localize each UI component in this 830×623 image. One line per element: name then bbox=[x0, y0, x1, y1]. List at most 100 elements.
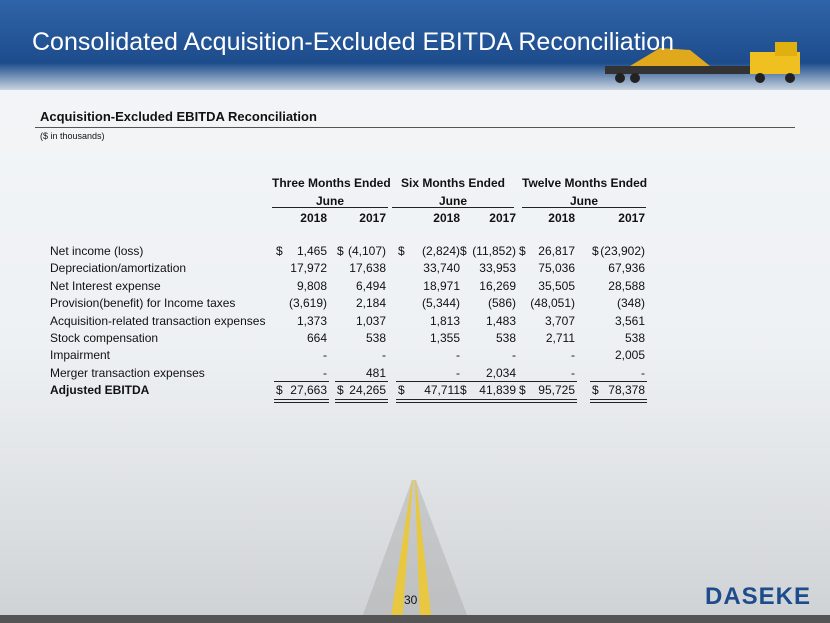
cell: 67,936 bbox=[608, 261, 645, 276]
cell: 17,638 bbox=[349, 261, 386, 276]
cell: 538 bbox=[495, 331, 516, 345]
total-double-rule bbox=[590, 399, 647, 404]
year-header: 2018 bbox=[548, 211, 575, 225]
total-rule bbox=[396, 381, 462, 383]
cell: (3,619) bbox=[288, 296, 327, 311]
section-subtitle: ($ in thousands) bbox=[40, 131, 105, 141]
cell: 2,005 bbox=[614, 348, 645, 363]
cell: - bbox=[323, 365, 327, 380]
truck-graphic bbox=[605, 42, 800, 83]
row-label: Adjusted EBITDA bbox=[50, 383, 150, 398]
total-rule bbox=[590, 381, 647, 383]
cell: 47,711 bbox=[424, 383, 460, 398]
currency: $ bbox=[398, 383, 405, 398]
cell: 1,465 bbox=[296, 244, 327, 258]
group-rule bbox=[272, 207, 388, 208]
row-label: Net Interest expense bbox=[50, 278, 161, 293]
group-header: June bbox=[315, 194, 344, 208]
cell: (586) bbox=[487, 296, 516, 311]
cell: 664 bbox=[306, 331, 327, 345]
cell: 95,725 bbox=[538, 383, 575, 398]
group-header: June bbox=[569, 194, 598, 208]
cell: 538 bbox=[624, 331, 645, 345]
total-rule bbox=[274, 381, 329, 383]
row-label: Net income (loss) bbox=[50, 244, 144, 258]
cell: 16,269 bbox=[479, 278, 516, 293]
currency: $ bbox=[337, 383, 344, 398]
group-rule bbox=[392, 207, 514, 208]
currency: $ bbox=[460, 383, 467, 398]
road bbox=[360, 480, 470, 623]
cell: (4,107) bbox=[347, 244, 386, 258]
cell: 78,378 bbox=[608, 383, 645, 398]
total-double-rule bbox=[396, 399, 462, 404]
group-rule bbox=[522, 207, 646, 208]
total-double-rule bbox=[335, 399, 388, 404]
total-double-rule bbox=[458, 399, 518, 404]
cell: 17,972 bbox=[290, 261, 327, 276]
group-header: June bbox=[438, 194, 467, 208]
cell: 28,588 bbox=[608, 278, 645, 293]
cell: (23,902) bbox=[600, 244, 645, 258]
year-header: 2017 bbox=[489, 211, 516, 225]
cell: 18,971 bbox=[423, 278, 460, 293]
row-label: Acquisition-related transaction expenses bbox=[50, 313, 266, 328]
cell: 2,711 bbox=[545, 331, 575, 345]
cell: (11,852) bbox=[472, 244, 516, 258]
cell: 6,494 bbox=[355, 278, 386, 293]
cell: 41,839 bbox=[479, 383, 516, 398]
cell: 9,808 bbox=[296, 278, 327, 293]
row-label: Stock compensation bbox=[50, 331, 159, 345]
page-number: 30 bbox=[404, 593, 418, 607]
cell: 27,663 bbox=[290, 383, 327, 398]
logo: DASEKE bbox=[705, 583, 812, 610]
year-header: 2018 bbox=[300, 211, 327, 225]
cell: (348) bbox=[616, 296, 645, 311]
currency: $ bbox=[460, 244, 467, 258]
row-label: Merger transaction expenses bbox=[50, 365, 205, 380]
cell: 1,037 bbox=[355, 313, 386, 328]
cell: 2,184 bbox=[355, 296, 386, 311]
cell: - bbox=[571, 365, 575, 380]
cell: 538 bbox=[365, 331, 386, 345]
row-label: Depreciation/amortization bbox=[50, 261, 187, 276]
year-header: 2018 bbox=[433, 211, 460, 225]
currency: $ bbox=[592, 244, 599, 258]
header-title: Consolidated Acquisition-Excluded EBITDA… bbox=[32, 28, 675, 56]
currency: $ bbox=[276, 383, 283, 398]
cell: 33,740 bbox=[423, 261, 460, 276]
year-header: 2017 bbox=[618, 211, 645, 225]
cell: 481 bbox=[365, 365, 386, 380]
total-double-rule bbox=[274, 399, 329, 404]
total-double-rule bbox=[517, 399, 577, 404]
cell: 1,355 bbox=[429, 331, 460, 345]
cell: 26,817 bbox=[538, 244, 575, 258]
cell: 1,813 bbox=[429, 313, 460, 328]
currency: $ bbox=[592, 383, 599, 398]
currency: $ bbox=[398, 244, 405, 258]
cell: - bbox=[456, 348, 460, 363]
footer-band bbox=[0, 615, 830, 623]
cell: 75,036 bbox=[538, 261, 575, 276]
cell: 1,373 bbox=[296, 313, 327, 328]
cell: - bbox=[571, 348, 575, 363]
cell: (48,051) bbox=[530, 296, 575, 311]
section-rule bbox=[35, 127, 795, 128]
cell: 33,953 bbox=[479, 261, 516, 276]
currency: $ bbox=[337, 244, 344, 258]
row-label: Provision(benefit) for Income taxes bbox=[50, 296, 236, 311]
currency: $ bbox=[519, 383, 526, 398]
cell: - bbox=[512, 348, 516, 363]
cell: 2,034 bbox=[485, 365, 516, 380]
section-title: Acquisition-Excluded EBITDA Reconciliati… bbox=[40, 109, 317, 124]
currency: $ bbox=[276, 244, 283, 258]
header-band bbox=[0, 0, 830, 90]
total-rule bbox=[458, 381, 518, 383]
total-rule bbox=[517, 381, 577, 383]
currency: $ bbox=[519, 244, 526, 258]
cell: - bbox=[641, 365, 645, 380]
cell: 35,505 bbox=[538, 278, 575, 293]
cell: 3,561 bbox=[614, 313, 645, 328]
cell: (2,824) bbox=[421, 244, 460, 258]
